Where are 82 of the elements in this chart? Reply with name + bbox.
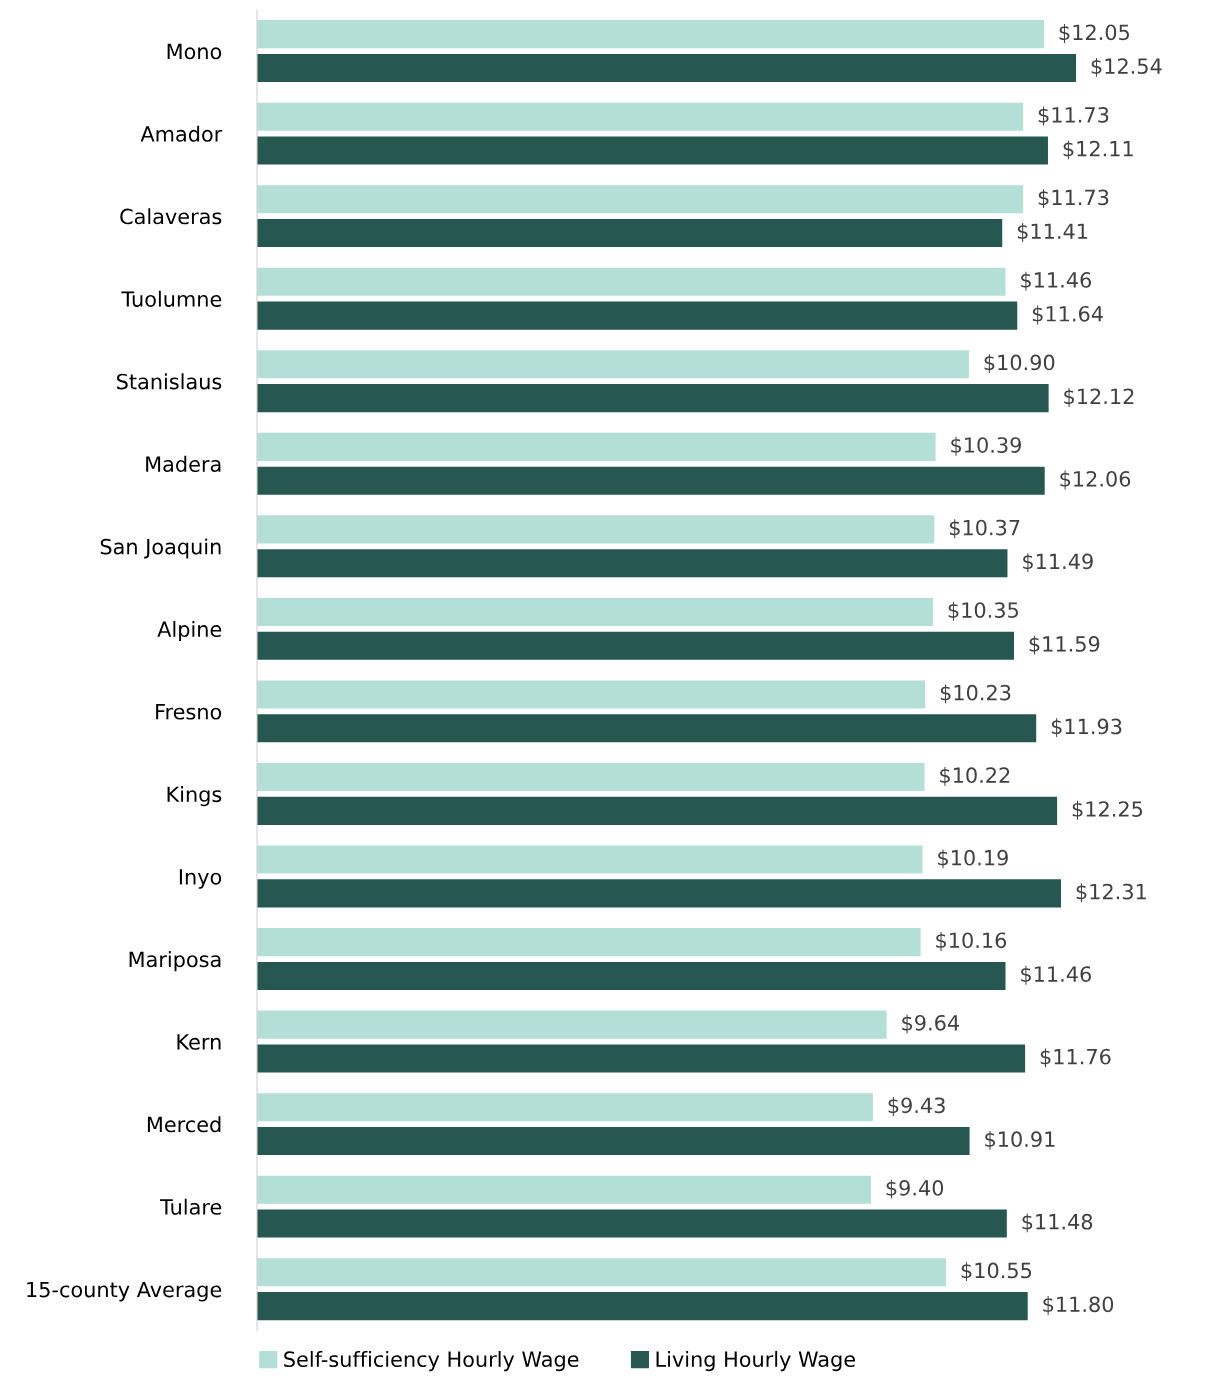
bar <box>257 301 1018 330</box>
y-tick-label: Madera <box>146 455 221 472</box>
data-label: $11.80 <box>1043 1296 1114 1315</box>
data-label: $10.35 <box>948 601 1018 621</box>
data-label: $12.12 <box>1064 388 1134 407</box>
y-tick-label: Merced <box>147 1116 221 1133</box>
data-label: $11.73 <box>1038 106 1109 126</box>
bar <box>257 136 1048 165</box>
y-tick-label: Mariposa <box>129 951 221 972</box>
data-label: $11.93 <box>1051 718 1122 738</box>
bar <box>257 762 925 792</box>
y-tick-label: Stanislaus <box>117 373 222 390</box>
bar <box>257 219 1003 248</box>
legend-label: Living Hourly Wage <box>656 1350 855 1372</box>
y-tick-label: Fresno <box>156 704 222 720</box>
data-label: $10.37 <box>949 519 1020 539</box>
bar <box>257 20 1045 49</box>
y-tick-label: Inyo <box>179 869 222 889</box>
data-label: $11.48 <box>1022 1213 1093 1233</box>
bar <box>257 680 926 709</box>
data-label: $12.05 <box>1059 24 1130 43</box>
y-tick-label: Tuolumne <box>121 290 222 307</box>
data-label: $10.55 <box>961 1262 1032 1282</box>
bar <box>257 796 1058 825</box>
y-tick-label: Alpine <box>157 620 222 642</box>
data-label: $11.41 <box>1017 222 1088 242</box>
data-label: $9.43 <box>888 1097 945 1116</box>
data-label: $12.11 <box>1063 140 1133 160</box>
bar <box>257 845 923 874</box>
bar <box>257 185 1024 214</box>
data-label: $10.39 <box>951 436 1021 456</box>
data-label: $11.64 <box>1032 305 1103 325</box>
y-tick-label: Calaveras <box>120 208 222 225</box>
y-tick-label: Kern <box>177 1034 221 1050</box>
data-label: $10.23 <box>940 684 1011 704</box>
data-label: $9.40 <box>886 1179 944 1199</box>
bar <box>257 961 1006 990</box>
y-tick-label: 15-county Average <box>27 1281 222 1302</box>
data-label: $9.64 <box>902 1014 959 1034</box>
bar <box>257 432 936 461</box>
bar <box>257 714 1037 743</box>
data-label: $10.16 <box>936 932 1007 951</box>
y-tick-label: Amador <box>140 125 223 142</box>
bar <box>257 102 1024 131</box>
bar <box>257 1209 1007 1238</box>
bar <box>257 1010 887 1039</box>
data-label: $11.46 <box>1021 965 1091 985</box>
y-tick-label: Kings <box>167 786 222 807</box>
bar <box>257 631 1014 660</box>
data-label: $10.90 <box>984 354 1055 374</box>
data-label: $12.31 <box>1076 883 1146 903</box>
bar <box>257 1175 871 1204</box>
bar <box>257 1126 970 1156</box>
bar <box>257 1044 1026 1073</box>
bar <box>257 549 1008 578</box>
bar <box>257 597 934 626</box>
data-label: $12.25 <box>1072 800 1143 820</box>
data-label: $10.19 <box>938 849 1008 869</box>
data-label: $12.06 <box>1060 470 1131 490</box>
bar <box>257 1292 1028 1321</box>
bar <box>257 466 1045 495</box>
data-label: $10.22 <box>940 766 1010 786</box>
data-label: $11.49 <box>1023 553 1093 573</box>
bar <box>257 350 969 379</box>
data-label: $11.73 <box>1038 189 1109 209</box>
y-tick-label: Tulare <box>159 1198 222 1215</box>
bar <box>257 267 1006 296</box>
y-tick-label: San Joaquin <box>100 538 221 559</box>
y-tick-label: Mono <box>167 43 222 60</box>
bar <box>257 879 1062 908</box>
bar <box>257 384 1049 413</box>
bar <box>257 515 935 544</box>
data-label: $11.59 <box>1029 635 1100 655</box>
data-label: $10.91 <box>985 1130 1055 1150</box>
legend-label: Self-sufficiency Hourly Wage <box>284 1350 579 1372</box>
data-label: $12.54 <box>1091 57 1162 77</box>
bar <box>257 53 1077 83</box>
bar <box>257 1258 947 1287</box>
bar <box>257 928 921 957</box>
bar <box>257 1093 873 1122</box>
data-label: $11.46 <box>1021 271 1091 291</box>
data-label: $11.76 <box>1040 1048 1111 1068</box>
